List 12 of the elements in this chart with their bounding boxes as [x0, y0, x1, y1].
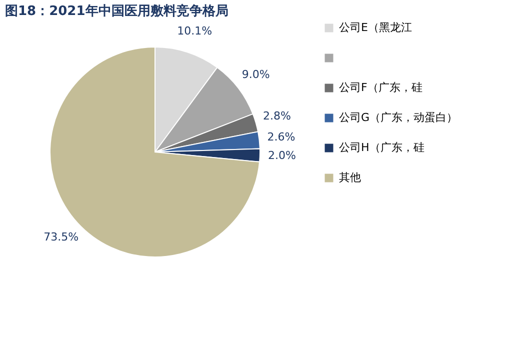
data-label: 10.1% [177, 24, 212, 38]
data-label: 2.6% [267, 130, 296, 144]
legend-label: 公司H（广东，硅 [339, 141, 424, 154]
data-label: 9.0% [242, 68, 270, 81]
data-label: 2.0% [268, 148, 296, 162]
legend-label: 公司G（广东，动蛋白） [339, 111, 458, 124]
legend-label: 其他 [339, 171, 361, 184]
data-label: 2.8% [262, 110, 291, 123]
chart-title: 图18：2021年中国医用敷料竞争格局 [5, 3, 228, 19]
legend-label: 公司F（广东，硅 [339, 81, 422, 94]
data-label: 73.5% [44, 230, 79, 244]
legend-label: 公司E（黑龙江 [339, 21, 412, 34]
